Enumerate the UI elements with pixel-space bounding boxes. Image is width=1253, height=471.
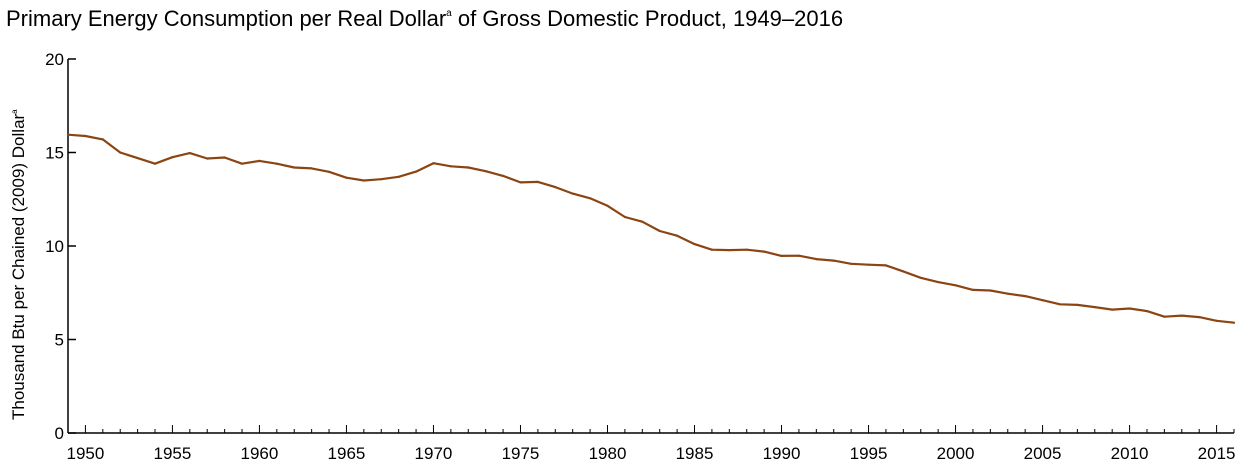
data-point-1953	[136, 157, 139, 160]
data-point-1968	[397, 175, 400, 178]
data-point-2013	[1180, 314, 1183, 317]
y-tick-label-10: 10	[45, 237, 64, 256]
data-point-2003	[1006, 292, 1009, 295]
data-point-2004	[1024, 295, 1027, 298]
data-point-1958	[223, 156, 226, 159]
data-point-1964	[327, 170, 331, 173]
data-point-2002	[989, 289, 992, 292]
data-point-1978	[571, 192, 574, 195]
data-point-1972	[467, 166, 470, 169]
data-point-1979	[589, 197, 592, 200]
data-point-2007	[1076, 303, 1079, 306]
data-point-1982	[641, 220, 644, 223]
data-point-2005	[1041, 299, 1044, 302]
data-point-1974	[502, 174, 505, 177]
axes: 0 5 10 15 20 1950 1955 1960 1965 1970 1975 1980 1985…	[45, 50, 1235, 463]
data-point-1975	[519, 181, 522, 184]
data-point-1957	[206, 157, 209, 160]
x-tick-label-2010: 2010	[1111, 444, 1149, 463]
data-point-1994	[850, 262, 853, 265]
y-tick-label-20: 20	[45, 50, 64, 69]
data-point-1966	[362, 179, 365, 182]
data-point-1990	[780, 254, 783, 257]
data-point-1995	[867, 263, 870, 266]
y-tick-label-15: 15	[45, 144, 64, 163]
x-tick-label-2000: 2000	[937, 444, 975, 463]
data-point-1950	[84, 134, 87, 138]
data-point-1992	[815, 258, 818, 261]
data-point-1997	[902, 270, 905, 273]
data-point-1955	[171, 156, 174, 159]
data-point-2016	[1232, 321, 1236, 324]
data-point-1959	[240, 162, 244, 165]
data-point-1970	[432, 162, 435, 165]
data-point-1991	[797, 254, 801, 257]
data-point-1996	[884, 264, 888, 267]
data-point-1998	[919, 276, 922, 279]
x-tick-label-1965: 1965	[328, 444, 366, 463]
x-tick-label-1990: 1990	[763, 444, 801, 463]
data-point-1973	[484, 170, 487, 173]
data-point-1961	[275, 162, 278, 165]
data-point-2014	[1198, 316, 1201, 319]
data-point-2011	[1145, 310, 1149, 313]
x-tick-label-2005: 2005	[1024, 444, 1062, 463]
data-point-2009	[1111, 308, 1114, 311]
y-tick-label-0: 0	[55, 424, 64, 443]
series-line-0	[67, 133, 1235, 324]
x-tick-label-1950: 1950	[66, 444, 104, 463]
y-tick-label-5: 5	[55, 331, 64, 350]
data-point-1983	[658, 229, 661, 233]
data-point-1965	[345, 176, 348, 179]
data-point-1949	[66, 133, 70, 136]
data-point-2015	[1215, 319, 1218, 322]
data-point-2001	[971, 288, 975, 291]
data-point-2006	[1058, 303, 1062, 306]
series-layer	[66, 133, 1236, 324]
data-point-1980	[606, 204, 609, 207]
data-point-2010	[1128, 307, 1131, 310]
data-point-1952	[119, 151, 122, 154]
data-point-1999	[937, 281, 940, 284]
data-point-1971	[449, 165, 452, 168]
x-tick-label-1960: 1960	[241, 444, 279, 463]
data-point-1987	[728, 249, 731, 252]
data-point-1988	[745, 248, 748, 251]
data-point-1951	[101, 138, 104, 141]
data-point-1976	[536, 180, 540, 183]
data-point-1956	[188, 152, 191, 155]
data-point-2012	[1163, 315, 1166, 318]
x-tick-label-1995: 1995	[850, 444, 888, 463]
x-tick-label-1970: 1970	[415, 444, 453, 463]
data-point-2000	[954, 284, 957, 287]
x-tick-label-1980: 1980	[589, 444, 627, 463]
data-point-2008	[1093, 306, 1096, 309]
data-point-1963	[310, 167, 313, 170]
data-point-1986	[710, 248, 714, 251]
data-point-1960	[258, 159, 261, 162]
x-tick-label-1975: 1975	[502, 444, 540, 463]
chart-title: Primary Energy Consumption per Real Doll…	[6, 6, 844, 31]
x-tick-label-1985: 1985	[676, 444, 714, 463]
data-point-1981	[623, 215, 627, 219]
data-point-1977	[554, 186, 557, 189]
x-tick-label-2015: 2015	[1198, 444, 1236, 463]
data-point-1984	[676, 234, 679, 237]
data-point-1969	[415, 170, 418, 173]
data-point-1993	[832, 259, 835, 262]
data-point-1967	[380, 178, 383, 181]
x-tick-label-1955: 1955	[154, 444, 192, 463]
data-point-1989	[763, 250, 766, 253]
data-point-1962	[293, 166, 296, 169]
data-point-1985	[693, 243, 696, 246]
data-point-1954	[153, 162, 157, 165]
